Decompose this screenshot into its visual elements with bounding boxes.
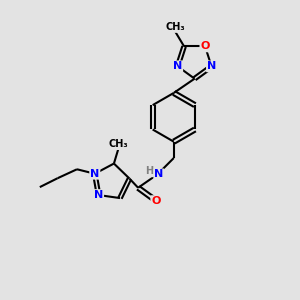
Text: N: N: [173, 61, 182, 71]
Text: O: O: [151, 196, 160, 206]
Text: N: N: [94, 190, 103, 200]
Text: CH₃: CH₃: [109, 139, 128, 149]
Text: N: N: [207, 61, 216, 71]
Text: N: N: [154, 169, 164, 179]
Text: N: N: [90, 169, 99, 179]
Text: O: O: [200, 41, 210, 51]
Text: CH₃: CH₃: [165, 22, 185, 32]
Text: H: H: [145, 167, 153, 176]
